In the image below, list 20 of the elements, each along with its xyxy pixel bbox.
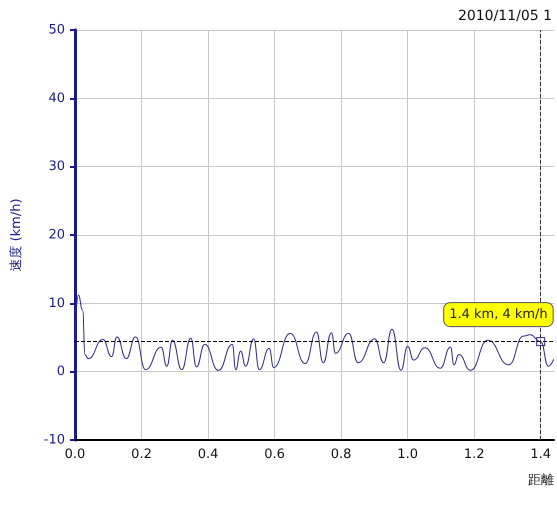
y-tick-label: 20 — [48, 228, 65, 242]
y-tick-label: 30 — [48, 159, 65, 174]
y-tick-label: 40 — [48, 90, 65, 106]
line-series — [74, 294, 554, 371]
x-tick-label: 0.4 — [198, 447, 218, 462]
y-axis-title: 速度 (km/h) — [8, 198, 24, 272]
y-tick-label: 50 — [48, 22, 65, 38]
x-tick-label: 0.0 — [64, 447, 86, 462]
annotation: 1.4 km, 4 km/h — [449, 307, 548, 322]
y-tick-label: 0 — [56, 364, 65, 380]
x-axis-title: 距離 — [528, 473, 554, 488]
chart-title: 2010/11/05 1 — [458, 8, 552, 24]
x-tick-label: 0.2 — [131, 447, 152, 462]
x-tick-label: 1.2 — [464, 447, 485, 462]
x-tick-label: 1.0 — [397, 447, 418, 462]
x-tick-label: 1.4 — [530, 447, 552, 462]
x-tick-label: 0.8 — [330, 447, 352, 462]
y-tick-label: -10 — [44, 432, 65, 448]
y-tick-label: 10 — [48, 296, 65, 311]
x-tick-label: 0.6 — [264, 447, 285, 462]
